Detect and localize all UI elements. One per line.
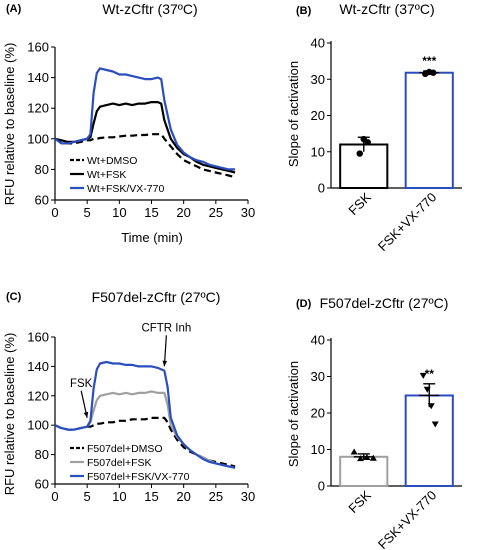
panel-b-ytick-label: 40 bbox=[311, 36, 325, 51]
panel-b-ytick-label: 20 bbox=[311, 108, 325, 123]
panel-a-ytick-label: 80 bbox=[35, 162, 49, 177]
panel-c-xtick-label: 15 bbox=[144, 489, 158, 504]
panel-c-legend-label: F507del+FSK bbox=[87, 457, 152, 469]
panel-a-ylabel: RFU relative to baseline (%) bbox=[2, 43, 17, 206]
panel-c-xtick-label: 30 bbox=[241, 489, 255, 504]
panel-b-data-point bbox=[364, 139, 371, 146]
panel-a-ytick-label: 120 bbox=[27, 101, 49, 116]
panel-c-label: (C) bbox=[6, 291, 22, 303]
panel-d-ytick-label: 20 bbox=[311, 406, 325, 421]
panel-a-ytick-label: 160 bbox=[27, 40, 49, 55]
panel-d-data-point bbox=[427, 403, 435, 410]
panel-c-ytick-label: 160 bbox=[27, 330, 49, 345]
panel-a-title: Wt-zCftr (37ºC) bbox=[102, 1, 197, 17]
panel-d-ytick-label: 40 bbox=[311, 333, 325, 348]
panel-c-ytick-label: 100 bbox=[27, 418, 49, 433]
panel-d-ylabel: Slope of activation bbox=[286, 361, 301, 467]
panel-a-xtick-label: 20 bbox=[176, 205, 190, 220]
panel-b-ytick-label: 10 bbox=[311, 144, 325, 159]
panel-a-xtick-label: 0 bbox=[51, 205, 58, 220]
panel-c-series-line-3 bbox=[54, 360, 236, 469]
panel-c-title: F507del-zCftr (27ºC) bbox=[92, 289, 221, 305]
panel-d-data-point bbox=[423, 386, 431, 393]
panel-d-bar-1 bbox=[339, 455, 389, 487]
panel-c-ylabel: RFU relative to baseline (%) bbox=[2, 333, 17, 496]
panel-c-ytick-label: 60 bbox=[35, 477, 49, 492]
panel-d: (D) F507del-zCftr (27ºC) Slope of activa… bbox=[286, 295, 462, 550]
panel-b-category-label-2: FSK+VX-770 bbox=[375, 190, 440, 255]
panel-c-annotation-1: FSK bbox=[70, 378, 93, 390]
panel-d-ytick-label: 30 bbox=[311, 369, 325, 384]
panel-b-ytick-label: 0 bbox=[318, 181, 325, 196]
panel-d-ytick-label: 10 bbox=[311, 442, 325, 457]
panel-d-category-label-2: FSK+VX-770 bbox=[375, 488, 440, 550]
panel-a-series-line-2 bbox=[54, 101, 236, 174]
panel-a-ytick-label: 140 bbox=[27, 70, 49, 85]
panel-c-annotation-arrowhead bbox=[162, 360, 168, 367]
panel-c-ytick-label: 120 bbox=[27, 388, 49, 403]
panel-c-ytick-label: 140 bbox=[27, 359, 49, 374]
panel-a-series-line-3 bbox=[54, 67, 236, 171]
panel-a-xtick-label: 25 bbox=[209, 205, 223, 220]
panel-d-data-point bbox=[431, 421, 439, 428]
panel-c-annotation-arrowhead bbox=[83, 411, 89, 418]
panel-d-data-point bbox=[357, 455, 365, 462]
panel-d-significance-2: ** bbox=[425, 367, 435, 381]
panel-b-significance-2: *** bbox=[422, 54, 436, 68]
panel-d-ytick-label: 0 bbox=[318, 479, 325, 494]
panel-a-legend-label: Wt+FSK/VX-770 bbox=[87, 183, 164, 195]
panel-b-label: (B) bbox=[296, 5, 312, 17]
panel-c: (C) F507del-zCftr (27ºC) RFU relative to… bbox=[2, 289, 255, 504]
panel-c-annotation-2: CFTR Inh bbox=[141, 322, 191, 334]
panel-a-legend-label: Wt+FSK bbox=[87, 169, 126, 181]
panel-c-xtick-label: 0 bbox=[51, 489, 58, 504]
panel-c-xtick-label: 10 bbox=[112, 489, 126, 504]
panel-b-ytick-label: 30 bbox=[311, 72, 325, 87]
panel-b-data-point bbox=[356, 150, 363, 157]
panel-c-legend-label: F507del+FSK/VX-770 bbox=[87, 471, 190, 483]
panel-b-ylabel: Slope of activation bbox=[286, 61, 301, 167]
panel-a-ytick-label: 60 bbox=[35, 193, 49, 208]
panel-a: (A) Wt-zCftr (37ºC) RFU relative to base… bbox=[2, 1, 255, 245]
panel-c-legend-label: F507del+DMSO bbox=[87, 443, 163, 455]
panel-b-title: Wt-zCftr (37ºC) bbox=[339, 1, 434, 17]
panel-b-bar-2 bbox=[404, 71, 454, 189]
panel-d-label: (D) bbox=[296, 298, 312, 310]
panel-d-category-label-1: FSK bbox=[345, 487, 374, 516]
panel-c-xtick-label: 20 bbox=[176, 489, 190, 504]
panel-a-legend-label: Wt+DMSO bbox=[87, 155, 137, 167]
panel-d-title: F507del-zCftr (27ºC) bbox=[320, 295, 449, 311]
panel-d-data-point bbox=[350, 448, 358, 455]
panel-b-category-label-1: FSK bbox=[345, 189, 374, 218]
panel-c-ytick-label: 80 bbox=[35, 447, 49, 462]
panel-b: (B) Wt-zCftr (37ºC) Slope of activation … bbox=[286, 1, 462, 254]
panel-d-bar-2 bbox=[404, 394, 454, 488]
panel-c-xtick-label: 5 bbox=[84, 489, 91, 504]
panel-d-data-point bbox=[419, 372, 427, 379]
panel-a-xlabel: Time (min) bbox=[121, 230, 183, 245]
panel-a-xtick-label: 5 bbox=[84, 205, 91, 220]
panel-d-data-point bbox=[369, 454, 377, 461]
panel-a-xtick-label: 30 bbox=[241, 205, 255, 220]
panel-b-data-point bbox=[430, 69, 437, 76]
panel-c-xtick-label: 25 bbox=[209, 489, 223, 504]
panel-a-xtick-label: 10 bbox=[112, 205, 126, 220]
panel-a-xtick-label: 15 bbox=[144, 205, 158, 220]
panel-a-ytick-label: 100 bbox=[27, 131, 49, 146]
panel-d-data-point bbox=[363, 454, 371, 461]
panel-a-label: (A) bbox=[6, 3, 22, 15]
panel-a-series-line-1 bbox=[54, 133, 236, 179]
